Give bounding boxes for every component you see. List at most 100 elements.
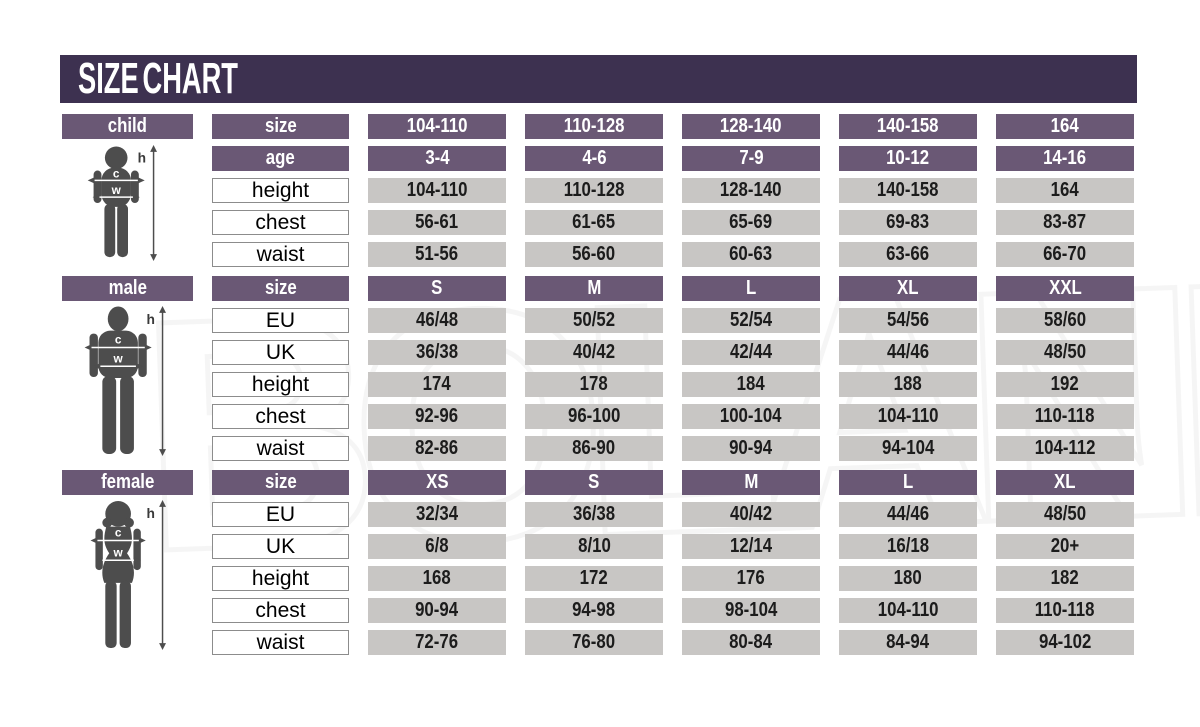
cell-female-UK-3: 16/18 bbox=[839, 534, 977, 559]
cell-male-chest-2: 100-104 bbox=[682, 404, 820, 429]
cell-child-size-3: 140-158 bbox=[839, 114, 977, 139]
cell-value: L bbox=[745, 277, 757, 299]
size-chart-tables: child h c w size 104-110 110-128 1 bbox=[62, 114, 1134, 655]
row-label-child-chest: chest bbox=[212, 210, 349, 235]
cell-value: 90-94 bbox=[415, 599, 459, 621]
row-label-male-height: height bbox=[212, 372, 349, 397]
cell-value: 20+ bbox=[1050, 535, 1080, 557]
row-label-text: chest bbox=[255, 404, 306, 428]
cell-female-height-4: 182 bbox=[996, 566, 1134, 591]
cell-child-age-1: 4-6 bbox=[525, 146, 663, 171]
cell-value: 164 bbox=[1050, 115, 1080, 137]
cell-value: 48/50 bbox=[1043, 503, 1087, 525]
cell-male-UK-4: 48/50 bbox=[996, 340, 1134, 365]
row-label-child-waist: waist bbox=[212, 242, 349, 267]
cell-value: 76-80 bbox=[572, 631, 616, 653]
cell-child-chest-4: 83-87 bbox=[996, 210, 1134, 235]
cell-value: 188 bbox=[893, 373, 923, 395]
cell-value: 82-86 bbox=[415, 437, 459, 459]
row-label-text: waist bbox=[256, 436, 305, 460]
row-label-child-height: height bbox=[212, 178, 349, 203]
cell-female-height-3: 180 bbox=[839, 566, 977, 591]
cell-female-EU-1: 36/38 bbox=[525, 502, 663, 527]
cell-value: 96-100 bbox=[567, 405, 621, 427]
cell-female-size-2: M bbox=[682, 470, 820, 495]
cell-value: 128-140 bbox=[720, 115, 782, 137]
cell-female-UK-0: 6/8 bbox=[368, 534, 506, 559]
cell-value: 86-90 bbox=[572, 437, 616, 459]
cell-female-height-0: 168 bbox=[368, 566, 506, 591]
cell-value: XL bbox=[1054, 471, 1076, 493]
waist-arrow: w bbox=[92, 351, 143, 370]
cell-value: 69-83 bbox=[886, 211, 930, 233]
cell-value: 90-94 bbox=[729, 437, 773, 459]
cell-male-UK-0: 36/38 bbox=[368, 340, 506, 365]
cell-value: 32/34 bbox=[415, 503, 459, 525]
cell-child-age-4: 14-16 bbox=[996, 146, 1134, 171]
row-label-text: size bbox=[264, 471, 297, 493]
cell-male-UK-3: 44/46 bbox=[839, 340, 977, 365]
cell-value: 83-87 bbox=[1043, 211, 1087, 233]
cell-child-height-0: 104-110 bbox=[368, 178, 506, 203]
cell-female-waist-0: 72-76 bbox=[368, 630, 506, 655]
cell-male-waist-4: 104-112 bbox=[996, 436, 1134, 461]
cell-value: 110-128 bbox=[563, 115, 625, 137]
cell-value: 178 bbox=[579, 373, 609, 395]
row-label-text: size bbox=[264, 115, 297, 137]
cell-child-chest-0: 56-61 bbox=[368, 210, 506, 235]
cell-male-chest-1: 96-100 bbox=[525, 404, 663, 429]
cell-value: 104-110 bbox=[877, 405, 939, 427]
cell-value: S bbox=[431, 277, 443, 299]
cell-value: 164 bbox=[1050, 179, 1080, 201]
cell-female-chest-4: 110-118 bbox=[996, 598, 1134, 623]
cell-value: 140-158 bbox=[877, 179, 939, 201]
cell-value: 72-76 bbox=[415, 631, 459, 653]
row-label-text: chest bbox=[255, 210, 306, 234]
chest-label: c bbox=[114, 333, 121, 347]
row-label-male-UK: UK bbox=[212, 340, 349, 365]
cell-male-waist-3: 94-104 bbox=[839, 436, 977, 461]
cell-value: 168 bbox=[422, 567, 452, 589]
cell-child-size-2: 128-140 bbox=[682, 114, 820, 139]
cell-male-size-4: XXL bbox=[996, 276, 1134, 301]
waist-arrow: w bbox=[94, 545, 141, 564]
cell-male-EU-4: 58/60 bbox=[996, 308, 1134, 333]
section-left-female: female h c w bbox=[62, 470, 193, 655]
cell-male-EU-2: 52/54 bbox=[682, 308, 820, 333]
cell-female-waist-1: 76-80 bbox=[525, 630, 663, 655]
female-figure: h c w bbox=[62, 495, 193, 655]
cell-male-size-0: S bbox=[368, 276, 506, 301]
female-silhouette: h c w bbox=[90, 500, 166, 650]
cell-value: XXL bbox=[1048, 277, 1082, 299]
cell-female-chest-1: 94-98 bbox=[525, 598, 663, 623]
cell-female-height-1: 172 bbox=[525, 566, 663, 591]
cell-value: 56-61 bbox=[415, 211, 459, 233]
row-label-female-size: size bbox=[212, 470, 349, 495]
row-label-male-EU: EU bbox=[212, 308, 349, 333]
cell-female-waist-3: 84-94 bbox=[839, 630, 977, 655]
child-silhouette: h c w bbox=[87, 144, 157, 262]
section-female: female h c w size bbox=[62, 470, 1134, 655]
cell-female-UK-2: 12/14 bbox=[682, 534, 820, 559]
cell-value: 8/10 bbox=[577, 535, 611, 557]
row-label-text: height bbox=[251, 372, 310, 396]
chest-label: c bbox=[114, 526, 121, 540]
row-label-text: height bbox=[251, 178, 310, 202]
cell-male-chest-0: 92-96 bbox=[368, 404, 506, 429]
cell-child-waist-4: 66-70 bbox=[996, 242, 1134, 267]
cell-value: L bbox=[902, 471, 914, 493]
cell-male-waist-0: 82-86 bbox=[368, 436, 506, 461]
cell-value: 176 bbox=[736, 567, 766, 589]
cell-male-height-2: 184 bbox=[682, 372, 820, 397]
cell-value: 61-65 bbox=[572, 211, 616, 233]
cell-value: 104-110 bbox=[877, 599, 939, 621]
cell-female-waist-4: 94-102 bbox=[996, 630, 1134, 655]
cell-value: 182 bbox=[1050, 567, 1080, 589]
cell-value: 80-84 bbox=[729, 631, 773, 653]
cell-female-UK-4: 20+ bbox=[996, 534, 1134, 559]
height-arrow: h bbox=[137, 144, 157, 262]
section-label-child: child bbox=[62, 114, 193, 139]
chest-arrow: c bbox=[90, 526, 146, 544]
row-label-female-height: height bbox=[212, 566, 349, 591]
row-label-male-chest: chest bbox=[212, 404, 349, 429]
